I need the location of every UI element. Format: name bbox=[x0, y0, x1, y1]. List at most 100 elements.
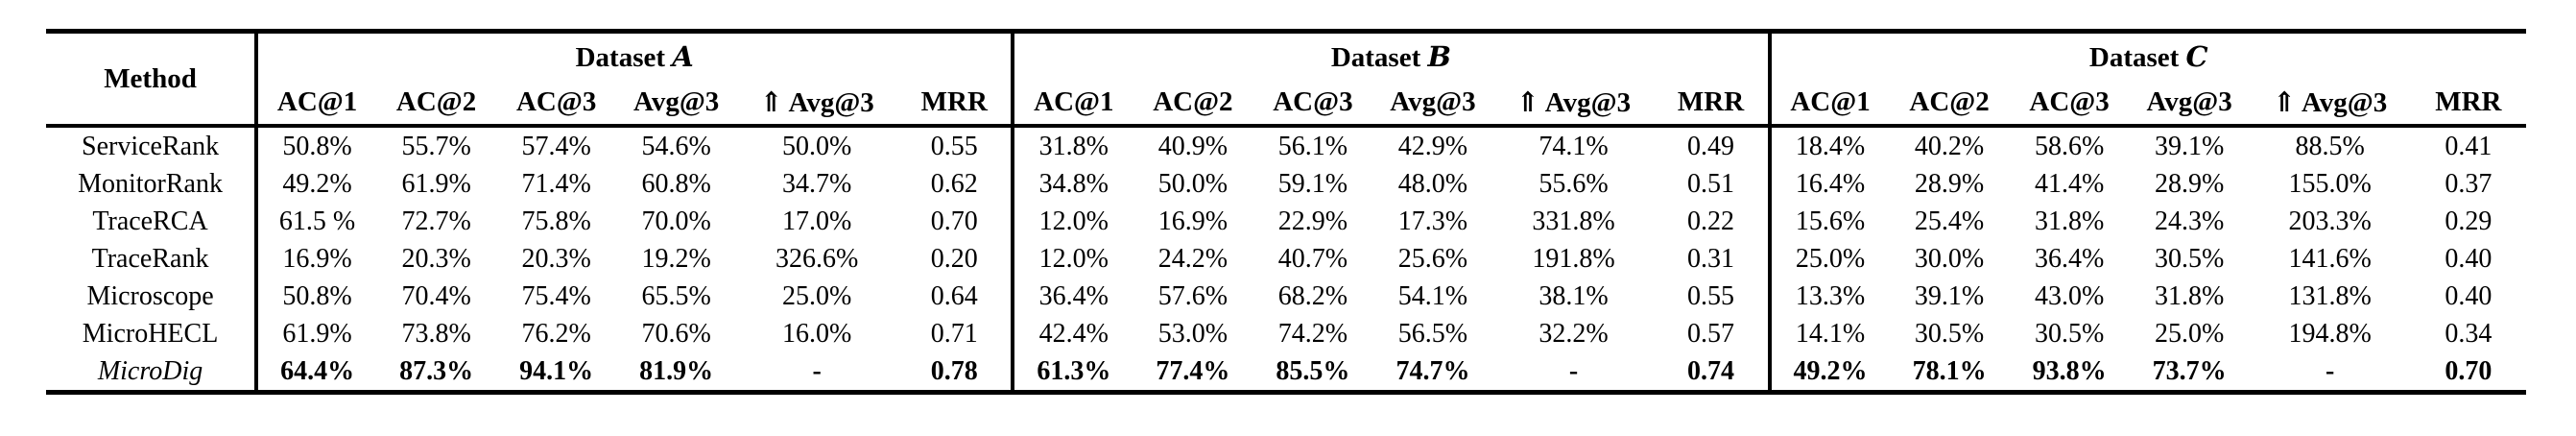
column-header: AC@1 bbox=[254, 80, 377, 128]
value-cell: 74.1% bbox=[1538, 131, 1609, 161]
method-cell: ServiceRank bbox=[82, 131, 220, 161]
value-cell: 42.4% bbox=[1011, 315, 1133, 352]
value-cell: 17.3% bbox=[1397, 206, 1468, 236]
value-cell: 0.51 bbox=[1687, 168, 1735, 199]
value-cell: 20.3% bbox=[521, 243, 591, 274]
column-header: AC@1 bbox=[1011, 80, 1133, 128]
value-cell: 14.1% bbox=[1767, 315, 1890, 352]
value-cell: 65.5% bbox=[641, 280, 711, 311]
dataset-letter: A bbox=[672, 39, 694, 73]
value-cell: 30.5% bbox=[2034, 318, 2105, 349]
value-cell: 0.74 bbox=[1687, 355, 1735, 386]
column-header: ⇑ Avg@3 bbox=[2249, 80, 2411, 128]
value-cell: 16.9% bbox=[1157, 206, 1228, 236]
group-header-row: Method Dataset A Dataset B Dataset C bbox=[46, 31, 2526, 128]
value-cell: 50.8% bbox=[254, 126, 377, 165]
value-cell: 61.9% bbox=[401, 168, 471, 199]
value-cell: 75.4% bbox=[521, 280, 591, 311]
value-cell: 88.5% bbox=[2295, 131, 2365, 161]
value-cell: 30.0% bbox=[1914, 243, 1985, 274]
value-cell: 18.4% bbox=[1767, 126, 1890, 165]
column-header: Avg@3 bbox=[1372, 80, 1493, 128]
method-cell: MonitorRank bbox=[78, 168, 223, 199]
value-cell: 31.8% bbox=[1011, 126, 1133, 165]
value-cell: 31.8% bbox=[2034, 206, 2105, 236]
value-cell: - bbox=[812, 355, 822, 386]
method-cell: TraceRCA bbox=[92, 206, 208, 236]
value-cell: 56.1% bbox=[1277, 131, 1348, 161]
value-cell: 12.0% bbox=[1011, 240, 1133, 278]
value-cell: 20.3% bbox=[401, 243, 471, 274]
value-cell: 34.7% bbox=[782, 168, 852, 199]
value-cell: 17.0% bbox=[782, 206, 852, 236]
column-header: Avg@3 bbox=[2129, 80, 2250, 128]
group-header-dataset-a: Dataset A bbox=[254, 31, 1014, 80]
column-header: MRR bbox=[2410, 80, 2526, 128]
value-cell: 0.34 bbox=[2445, 318, 2493, 349]
value-cell: 0.64 bbox=[930, 280, 978, 311]
value-cell: 70.0% bbox=[641, 206, 711, 236]
value-cell: 50.0% bbox=[1157, 168, 1228, 199]
value-cell: 13.3% bbox=[1767, 278, 1890, 315]
value-cell: 0.71 bbox=[930, 318, 978, 349]
value-cell: 61.3% bbox=[1011, 352, 1133, 393]
value-cell: 50.8% bbox=[254, 278, 377, 315]
value-cell: 194.8% bbox=[2288, 318, 2372, 349]
column-header: Avg@3 bbox=[616, 80, 737, 128]
value-cell: 57.4% bbox=[521, 131, 591, 161]
value-cell: 50.0% bbox=[782, 131, 852, 161]
results-table: Method Dataset A Dataset B Dataset C AC@… bbox=[46, 29, 2526, 395]
value-cell: 25.6% bbox=[1397, 243, 1468, 274]
value-cell: 0.29 bbox=[2445, 206, 2493, 236]
method-cell: MicroHECL bbox=[82, 318, 219, 349]
table-row: ServiceRank 50.8% 55.7% 57.4% 54.6% 50.0% 0.55… bbox=[46, 126, 2526, 165]
value-cell: 36.4% bbox=[1011, 278, 1133, 315]
table-row: MicroHECL 61.9% 73.8% 76.2% 70.6% 16.0% 0.71 42… bbox=[46, 315, 2526, 352]
column-header: AC@3 bbox=[496, 80, 617, 128]
value-cell: - bbox=[2326, 355, 2335, 386]
value-cell: 331.8% bbox=[1532, 206, 1615, 236]
column-header: AC@2 bbox=[1889, 80, 2010, 128]
method-cell: MicroDig bbox=[97, 355, 203, 386]
value-cell: 16.4% bbox=[1767, 165, 1890, 203]
value-cell: 39.1% bbox=[1914, 280, 1985, 311]
value-cell: 141.6% bbox=[2288, 243, 2372, 274]
value-cell: 0.40 bbox=[2445, 280, 2493, 311]
value-cell: 36.4% bbox=[2034, 243, 2105, 274]
value-cell: 77.4% bbox=[1156, 355, 1230, 386]
value-cell: 203.3% bbox=[2288, 206, 2372, 236]
value-cell: 64.4% bbox=[254, 352, 377, 393]
dataset-letter: C bbox=[2185, 39, 2208, 73]
value-cell: 53.0% bbox=[1157, 318, 1228, 349]
table-row: Microscope 50.8% 70.4% 75.4% 65.5% 25.0% 0.64 3… bbox=[46, 278, 2526, 315]
column-header: ⇑ Avg@3 bbox=[1492, 80, 1655, 128]
value-cell: 19.2% bbox=[641, 243, 711, 274]
value-cell: 0.70 bbox=[930, 206, 978, 236]
value-cell: 24.3% bbox=[2154, 206, 2225, 236]
value-cell: 0.40 bbox=[2445, 243, 2493, 274]
value-cell: 326.6% bbox=[775, 243, 859, 274]
group-header-dataset-c: Dataset C bbox=[1767, 31, 2526, 80]
value-cell: 61.5 % bbox=[254, 203, 377, 240]
value-cell: 40.7% bbox=[1277, 243, 1348, 274]
value-cell: 0.22 bbox=[1687, 206, 1735, 236]
value-cell: 28.9% bbox=[2154, 168, 2225, 199]
value-cell: 25.4% bbox=[1914, 206, 1985, 236]
value-cell: 0.57 bbox=[1687, 318, 1735, 349]
value-cell: 15.6% bbox=[1767, 203, 1890, 240]
value-cell: 191.8% bbox=[1532, 243, 1615, 274]
value-cell: 22.9% bbox=[1277, 206, 1348, 236]
column-header-method: Method bbox=[46, 31, 257, 128]
column-header: AC@2 bbox=[376, 80, 497, 128]
value-cell: - bbox=[1568, 355, 1579, 386]
value-cell: 31.8% bbox=[2154, 280, 2225, 311]
value-cell: 0.55 bbox=[1687, 280, 1735, 311]
method-cell: TraceRank bbox=[91, 243, 209, 274]
value-cell: 28.9% bbox=[1914, 168, 1985, 199]
value-cell: 60.8% bbox=[641, 168, 711, 199]
value-cell: 40.2% bbox=[1914, 131, 1985, 161]
column-header: AC@3 bbox=[1252, 80, 1373, 128]
value-cell: 155.0% bbox=[2288, 168, 2372, 199]
column-header: AC@2 bbox=[1133, 80, 1253, 128]
value-cell: 85.5% bbox=[1276, 355, 1350, 386]
